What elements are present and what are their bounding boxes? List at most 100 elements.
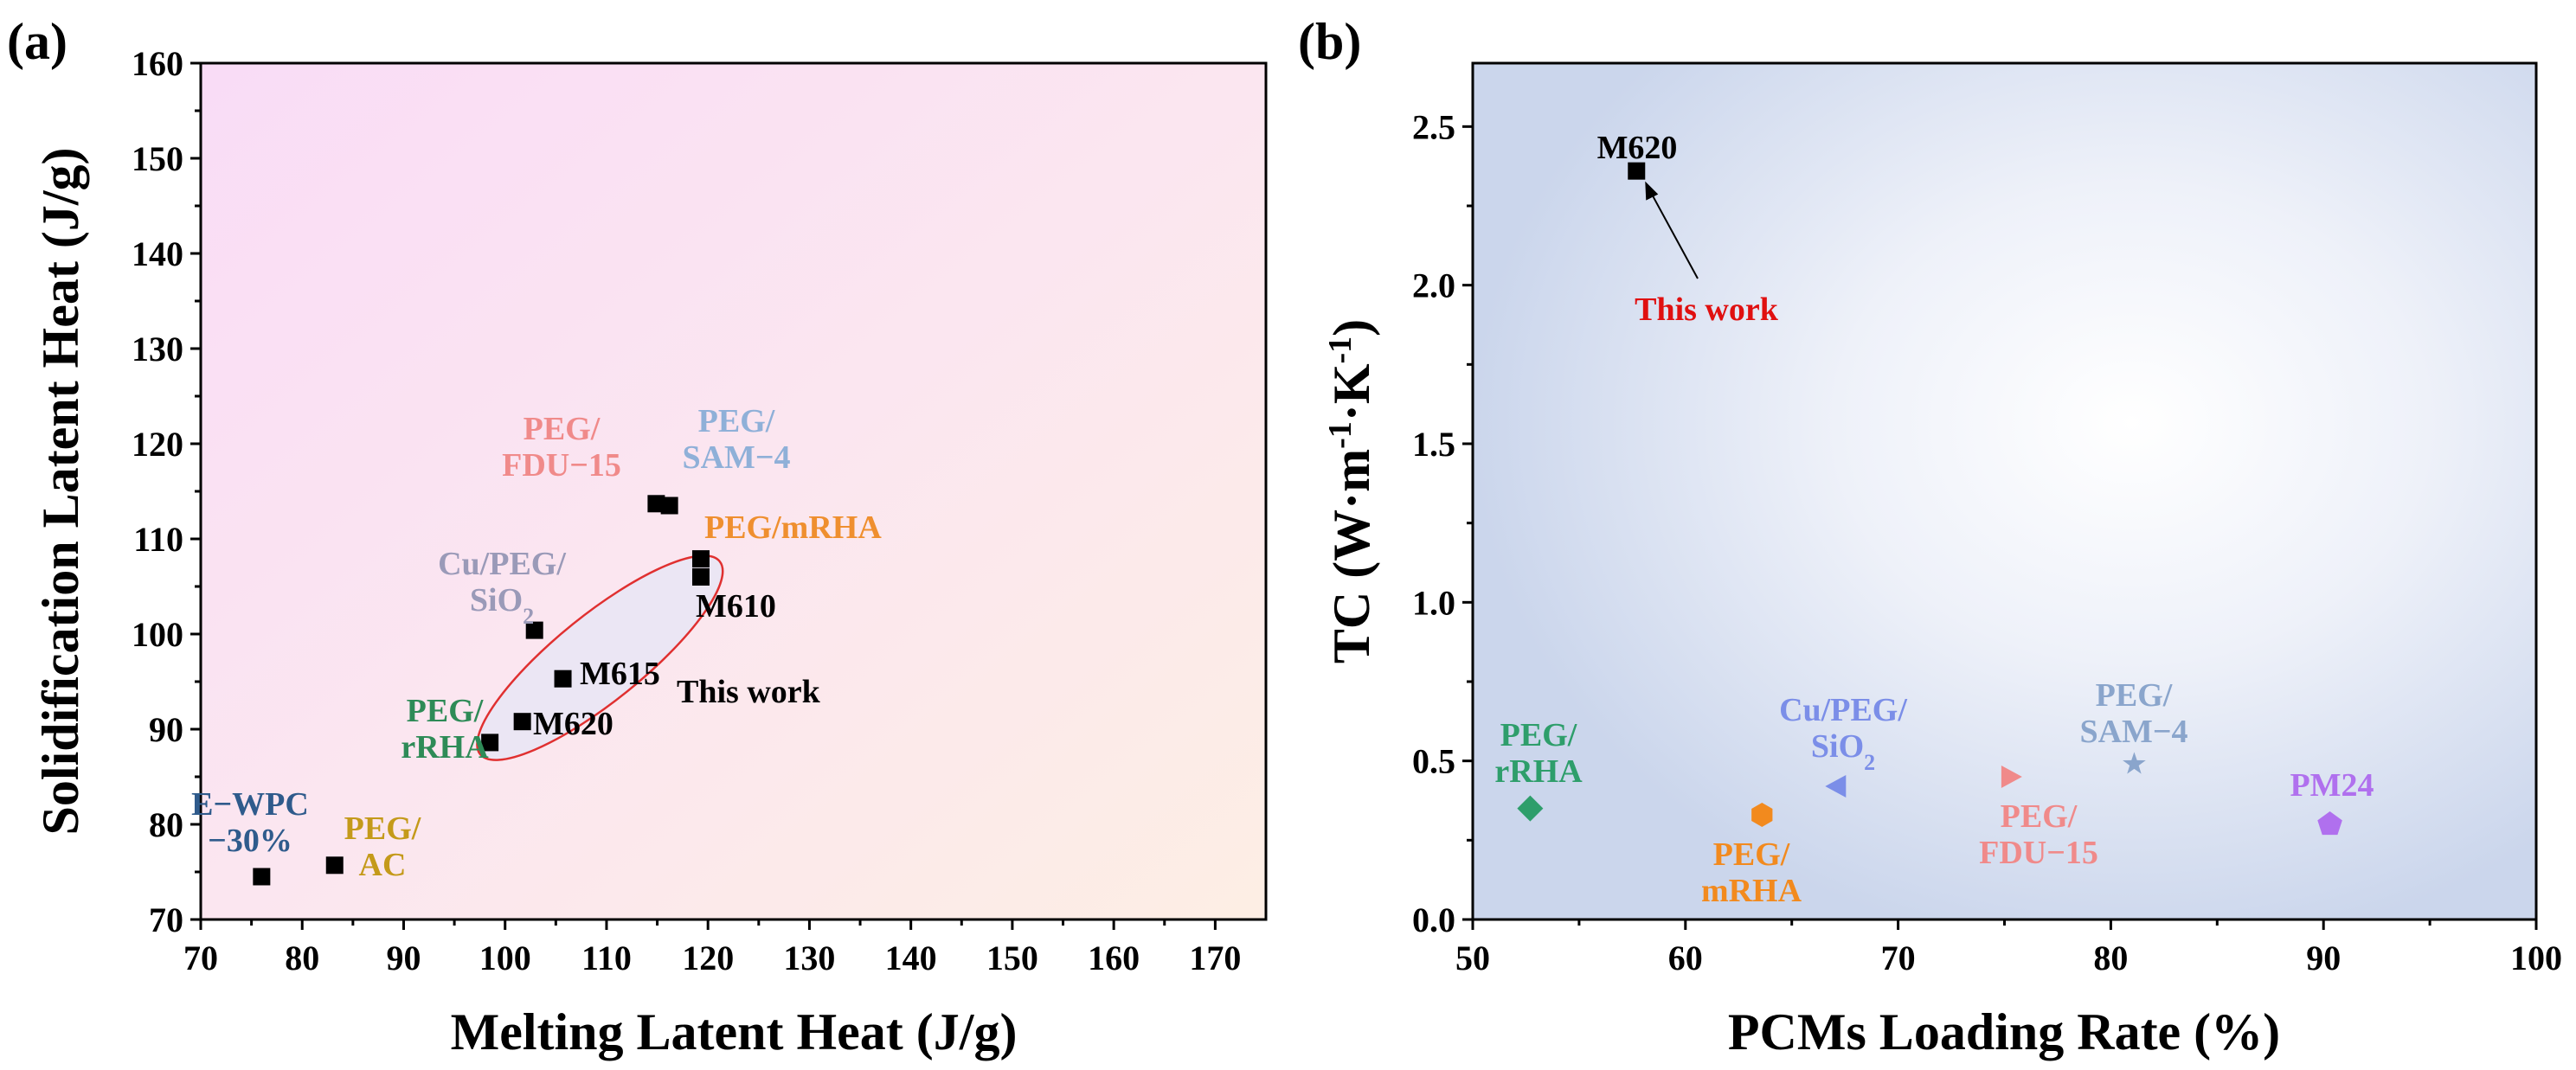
panel-b-label-this-work-line: This work bbox=[1635, 292, 1779, 328]
panel-a-x-tick-label: 170 bbox=[1189, 939, 1241, 977]
panel-a-point-peg-rrha bbox=[481, 734, 499, 752]
panel-a-x-tick-label: 140 bbox=[885, 939, 937, 977]
panel-a-y-tick-label: 150 bbox=[132, 139, 183, 178]
panel-a-x-tick-label: 120 bbox=[682, 939, 734, 977]
panel-b-x-tick-label: 50 bbox=[1455, 939, 1490, 977]
panel-a-label-peg-sam-4-line: SAM−4 bbox=[682, 439, 790, 476]
panel-b-y-tick-label: 2.0 bbox=[1412, 266, 1455, 305]
panel-a-point-m620 bbox=[513, 713, 531, 731]
panel-a-point-peg-mrha bbox=[691, 550, 710, 568]
panel-b-x-tick-label: 80 bbox=[2093, 939, 2128, 977]
panel-a-y-tick-label: 110 bbox=[133, 520, 183, 559]
panel-a-point-peg-ac bbox=[325, 856, 344, 875]
panel-a-label-m610: M610 bbox=[696, 588, 776, 625]
panel-b-point-pm24 bbox=[2317, 811, 2342, 836]
panel-b-label-this-work: This work bbox=[1635, 292, 1779, 328]
panel-b-x-tick-label: 60 bbox=[1668, 939, 1703, 977]
panel-a-x-tick-label: 70 bbox=[183, 939, 218, 977]
panel-a-label-peg-sam-4-line: PEG/ bbox=[698, 403, 775, 439]
panel-a-y-tick-label: 160 bbox=[132, 44, 183, 83]
panel-b-label-peg-sam-4-line: SAM−4 bbox=[2079, 714, 2187, 750]
panel-a-label-peg-fdu-15-line: PEG/ bbox=[524, 411, 601, 447]
panel-b-label-peg-rrha-line: rRHA bbox=[1494, 753, 1583, 790]
panel-a-label-peg-mrha-line: PEG/mRHA bbox=[704, 509, 882, 546]
panel-a-label-m620-line: M620 bbox=[533, 706, 613, 742]
panel-b-axes bbox=[1462, 61, 2538, 930]
panel-b-point-peg-sam-4 bbox=[2123, 752, 2146, 774]
panel-a-point-e-wpc-30 bbox=[253, 868, 271, 886]
panel-a-y-tick-label: 70 bbox=[149, 900, 183, 939]
panel-a-point-peg-sam-4 bbox=[660, 497, 678, 515]
panel-a-label-peg-rrha-line: PEG/ bbox=[407, 693, 484, 729]
panel-a-label-this-work-line: This work bbox=[677, 674, 821, 710]
panel-a-x-tick-label: 90 bbox=[386, 939, 421, 977]
panel-b-label-peg-sam-4: PEG/SAM−4 bbox=[2079, 677, 2187, 750]
panel-b-y-tick-label: 2.5 bbox=[1412, 107, 1455, 146]
panel-b-plot-background bbox=[1473, 63, 2536, 919]
panel-a-label-peg-ac-line: PEG/ bbox=[344, 811, 421, 847]
panel-b-arrow-line bbox=[1648, 188, 1699, 279]
panel-a-this-work-ellipse bbox=[476, 554, 724, 761]
panel-a-label-peg-rrha-line: rRHA bbox=[401, 729, 489, 766]
panel-b-y-tick-label: 0.5 bbox=[1412, 742, 1455, 781]
panel-a-x-axis-title: Melting Latent Heat (J/g) bbox=[451, 1003, 1018, 1060]
panel-b-x-tick-label: 100 bbox=[2510, 939, 2562, 977]
panel-a-y-tick-label: 140 bbox=[132, 234, 183, 273]
panel-a-x-tick-label: 100 bbox=[479, 939, 531, 977]
panel-a-label-peg-sam-4: PEG/SAM−4 bbox=[682, 403, 790, 476]
panel-a-label-peg-fdu-15: PEG/FDU−15 bbox=[502, 411, 621, 484]
panel-b-y-tick-label: 1.0 bbox=[1412, 583, 1455, 622]
panel-b-label-peg-rrha-line: PEG/ bbox=[1500, 717, 1577, 753]
panel-b-label-peg-mrha-line: PEG/ bbox=[1713, 836, 1790, 873]
panel-a-y-tick-label: 100 bbox=[132, 615, 183, 654]
panel-b-point-peg-fdu-15 bbox=[2001, 766, 2022, 788]
panel-a-plot-background bbox=[201, 63, 1266, 919]
panel-a-x-tick-label: 160 bbox=[1088, 939, 1140, 977]
panel-b-point-m620 bbox=[1628, 162, 1646, 180]
panel-a-x-tick-label: 130 bbox=[783, 939, 835, 977]
panel-a-label-e-wpc-30-line: E−WPC bbox=[191, 786, 309, 823]
panel-a-label-peg-rrha: PEG/rRHA bbox=[401, 693, 489, 766]
panel-b-letter: (b) bbox=[1298, 13, 1361, 70]
panel-a-label-cu-peg-sio2-line: Cu/PEG/ bbox=[438, 546, 566, 582]
panel-a-label-peg-mrha: PEG/mRHA bbox=[704, 509, 882, 546]
panel-a-label-peg-ac-line: AC bbox=[359, 847, 407, 883]
panel-a-y-axis-title: Solidification Latent Heat (J/g) bbox=[32, 148, 89, 836]
panel-a-axes bbox=[190, 61, 1268, 930]
panel-b-y-tick-label: 1.5 bbox=[1412, 425, 1455, 464]
panel-b-arrow-head bbox=[1645, 181, 1659, 201]
panel-a-point-m615 bbox=[554, 670, 572, 688]
panel-a-y-tick-label: 80 bbox=[149, 805, 183, 844]
panel-b-label-peg-mrha: PEG/mRHA bbox=[1701, 836, 1802, 909]
panel-a-x-tick-label: 150 bbox=[986, 939, 1038, 977]
panel-b-label-pm24: PM24 bbox=[2290, 767, 2374, 804]
panel-b-label-peg-rrha: PEG/rRHA bbox=[1494, 717, 1583, 790]
panel-b-label-peg-sam-4-line: PEG/ bbox=[2096, 677, 2173, 714]
panel-b-y-axis-title: TC (W·m-1·K-1) bbox=[1322, 319, 1380, 663]
panel-a-letter: (a) bbox=[7, 13, 67, 70]
panel-a-label-e-wpc-30: E−WPC−30% bbox=[191, 786, 309, 859]
panel-b-label-m620: M620 bbox=[1597, 130, 1678, 166]
panel-a-point-m610 bbox=[691, 568, 710, 586]
panel-b-x-tick-label: 70 bbox=[1881, 939, 1916, 977]
panel-b-label-peg-fdu-15-line: PEG/ bbox=[2001, 798, 2078, 835]
panel-a-point-peg-fdu-15 bbox=[647, 495, 665, 513]
panel-b-x-axis-title: PCMs Loading Rate (%) bbox=[1728, 1003, 2280, 1060]
panel-b-label-peg-fdu-15: PEG/FDU−15 bbox=[1979, 798, 2098, 871]
panel-b-label-peg-fdu-15-line: FDU−15 bbox=[1979, 835, 2098, 871]
panel-a-label-m610-line: M610 bbox=[696, 588, 776, 625]
panel-b-point-peg-mrha bbox=[1751, 803, 1773, 827]
panel-b-label-cu-peg-sio2-line: Cu/PEG/ bbox=[1779, 692, 1907, 728]
panel-a-label-m615: M615 bbox=[580, 656, 660, 692]
panel-a-y-tick-label: 130 bbox=[132, 330, 183, 368]
panel-a-label-this-work: This work bbox=[677, 674, 821, 710]
panel-a-point-cu-peg-sio2 bbox=[525, 621, 543, 639]
panel-b-label-peg-mrha-line: mRHA bbox=[1701, 873, 1802, 909]
panel-a-label-peg-fdu-15-line: FDU−15 bbox=[502, 447, 621, 484]
panel-b-point-cu-peg-sio2 bbox=[1825, 775, 1847, 798]
panel-b-label-pm24-line: PM24 bbox=[2290, 767, 2374, 804]
panel-b-x-tick-label: 90 bbox=[2306, 939, 2341, 977]
panel-b-point-peg-rrha bbox=[1517, 795, 1544, 822]
panel-a-x-tick-label: 80 bbox=[285, 939, 319, 977]
